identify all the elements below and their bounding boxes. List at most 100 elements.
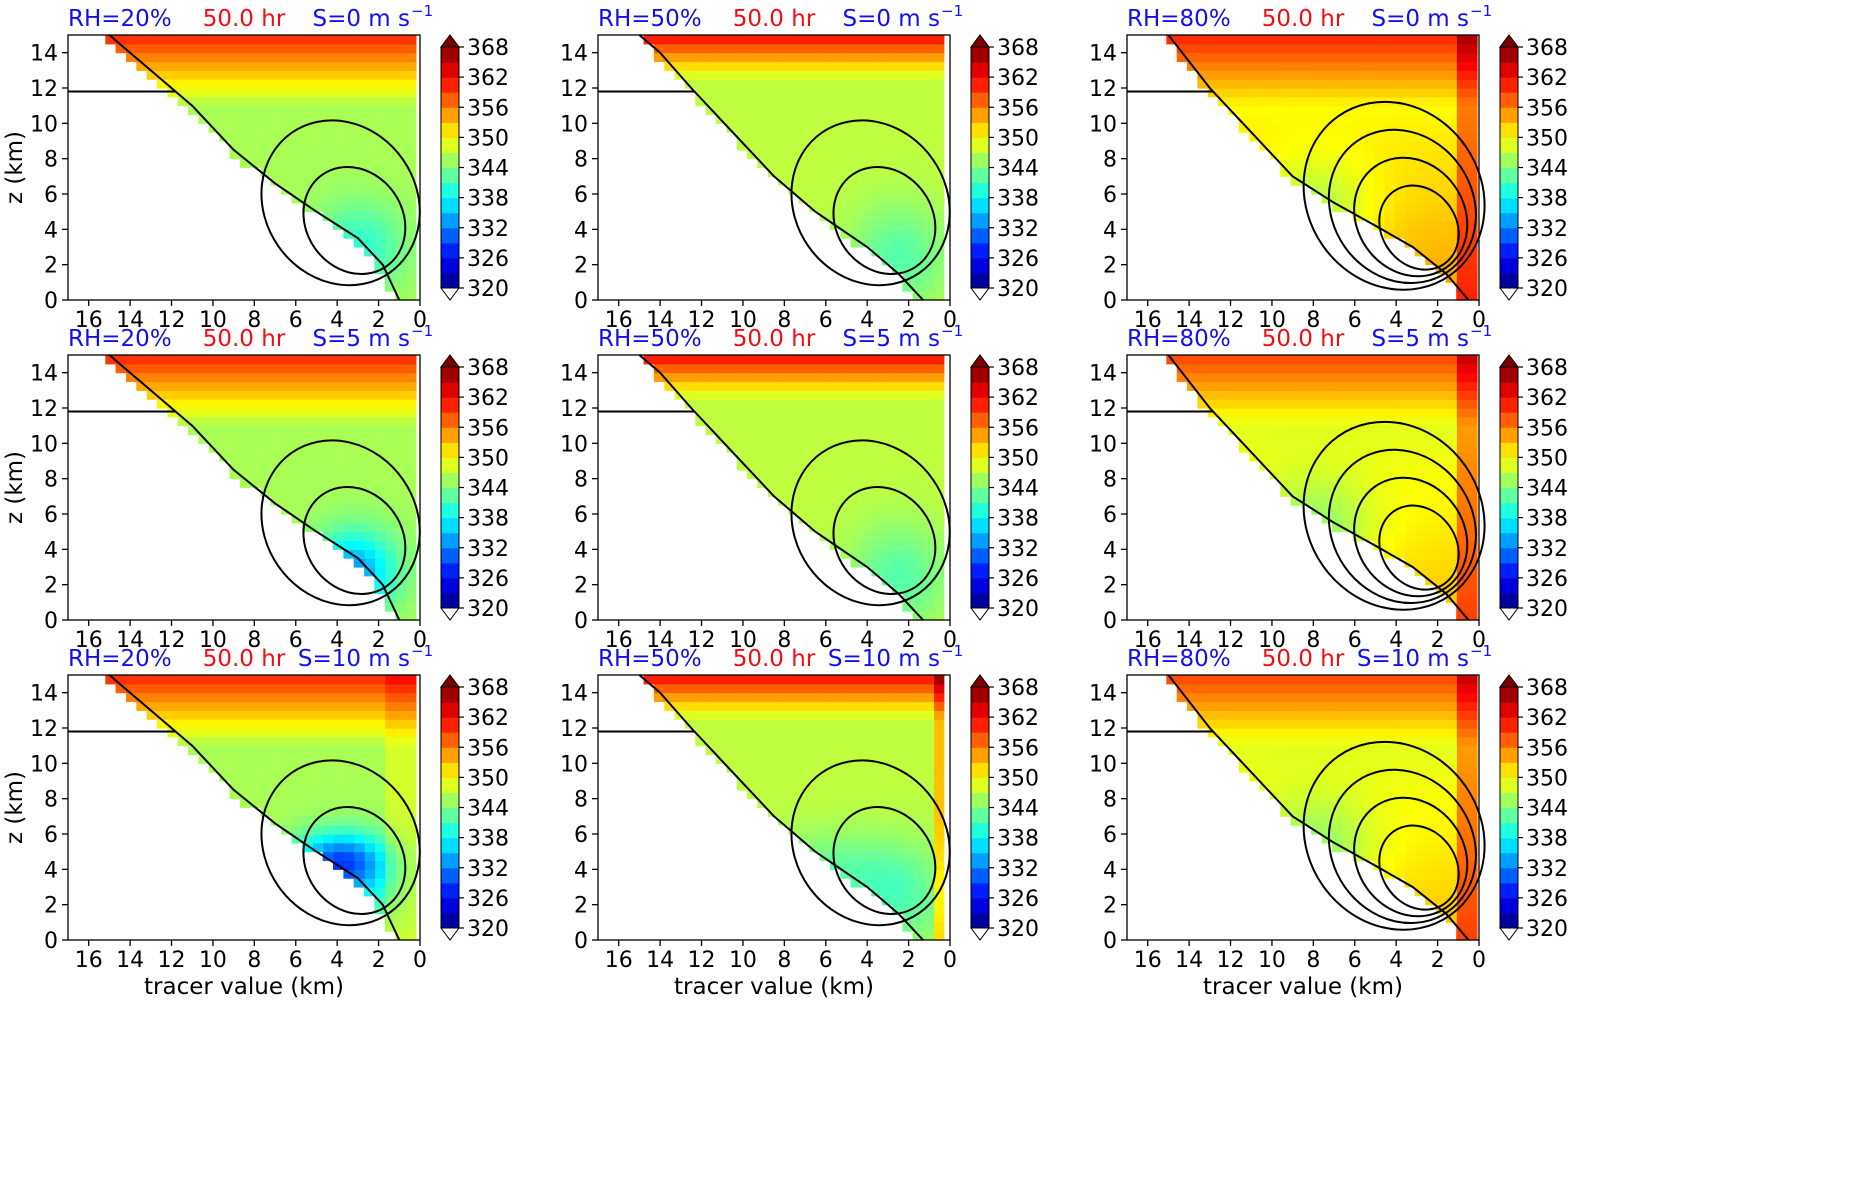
field-cell [840,202,852,213]
field-cell [395,469,407,480]
field-cell [1425,514,1437,524]
colorbar-band [1500,487,1518,504]
field-cell [809,745,821,756]
field-cell [892,185,903,195]
field-cell [695,96,707,107]
field-cell [1280,798,1292,809]
field-cell [1280,390,1292,400]
field-cell [1373,61,1385,71]
field-cell [353,869,365,879]
field-cell [353,132,365,142]
field-cell [395,772,407,782]
field-cell [1414,736,1426,747]
field-cell [933,149,945,160]
field-cell [1311,781,1323,791]
field-cell [902,399,914,409]
field-cell [1445,798,1457,809]
field-cell [1290,149,1302,160]
field-cell [747,763,759,773]
field-cell [871,194,883,204]
field-cell [1352,710,1364,720]
field-cell [1445,220,1457,230]
contours [260,119,421,287]
field-cell [892,390,903,400]
field-cell [405,79,417,89]
field-cell [1373,772,1385,782]
field-cell [1269,754,1281,764]
field-cell [1332,522,1343,533]
field-cell [1404,763,1416,773]
field-cell [1218,399,1230,409]
field-cell [1435,514,1447,524]
field-cell [281,88,293,98]
x-tick-label: 14 [646,948,674,973]
field-cell [239,43,251,54]
field-cell [343,61,355,71]
field-cell [239,736,251,747]
field-cell [1321,425,1333,436]
field-cell [881,194,893,204]
field-cell [198,79,210,89]
colorbar-band [441,257,459,274]
field-cell [1435,540,1447,550]
field-cell [1456,185,1468,195]
field-cell [1238,105,1250,116]
field-cell [778,96,790,107]
field-cell [1404,514,1416,524]
colorbar-band [441,702,459,718]
field-cell [1373,114,1385,124]
boundary-line [1167,354,1470,621]
colorbar-tick-label: 338 [1526,187,1568,212]
field-cell [912,96,924,107]
field-cell [364,88,376,98]
field-cell [747,114,759,124]
field-cell [716,692,727,703]
field-cell [1404,496,1416,506]
field-cell [353,514,365,524]
title-shear: S=10 m s [828,646,940,672]
field-cell [374,745,386,756]
field-cell [861,558,872,568]
x-tick-label: 4 [1389,628,1403,653]
field-cell [333,789,344,800]
field-cell [1311,710,1323,720]
field-cell [726,745,738,756]
field-cell [1352,52,1364,63]
field-cell [912,247,924,257]
field-cell [778,105,790,116]
field-cell [188,79,200,89]
x-tick-label: 10 [729,628,757,653]
colorbar-band [971,762,989,778]
field-cell [892,114,903,124]
field-cell [405,114,417,124]
field-cell [798,452,810,462]
field-cell [871,176,883,186]
field-cell [405,860,417,870]
field-cell [1363,70,1374,80]
field-cell [322,372,334,383]
field-cell [343,514,355,524]
x-tick-label: 8 [247,948,261,973]
field-cell [229,105,241,116]
field-cell [374,851,386,862]
field-cell [312,61,324,71]
field-cell [912,238,924,248]
field-cell [1435,176,1447,186]
field-cell [384,487,396,497]
field-cell [198,52,210,63]
colorbar-tick-label: 362 [997,66,1039,91]
colorbar-band [971,77,989,93]
field-cell [198,425,210,436]
field-cell [384,282,396,292]
field-cell [850,52,862,63]
field-cell [374,372,386,383]
field-cell [219,79,231,89]
field-cell [1456,211,1468,222]
field-cell [1456,381,1468,391]
field-cell [239,355,251,365]
field-cell [302,522,313,533]
y-tick-label: 4 [574,218,588,243]
field-cell [809,43,821,54]
field-cell [1466,202,1478,213]
